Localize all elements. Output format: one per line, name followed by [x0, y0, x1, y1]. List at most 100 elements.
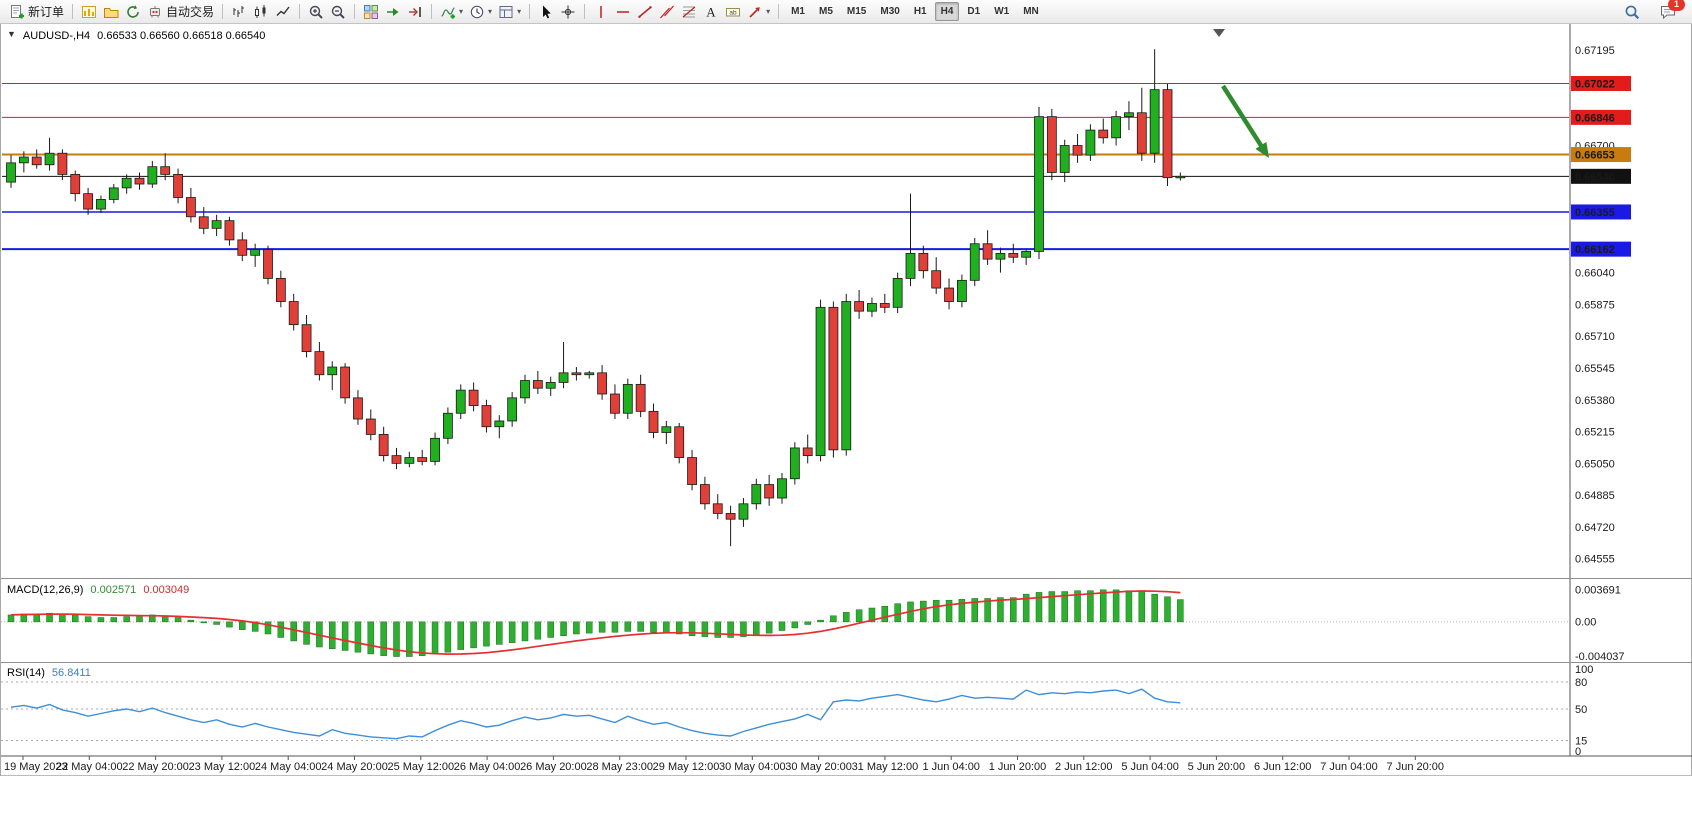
toolbar-separator: [72, 4, 74, 19]
algo-trading-button[interactable]: 自动交易: [144, 1, 217, 23]
timeframe-h4-button[interactable]: H4: [934, 2, 960, 21]
zoom-out-button[interactable]: [327, 1, 349, 23]
timeframe-m1-button[interactable]: M1: [791, 6, 805, 17]
profiles-button[interactable]: [100, 1, 122, 23]
tile-windows-button[interactable]: [360, 1, 382, 23]
candle: [1072, 145, 1083, 156]
trendline-button[interactable]: [634, 1, 656, 23]
quick-trade-caret-icon[interactable]: ▼: [7, 29, 16, 39]
chart-shift-marker-icon[interactable]: [1213, 29, 1225, 37]
cursor-icon: [538, 4, 554, 20]
timeframe-w1-button[interactable]: W1: [994, 6, 1010, 17]
arrows-button[interactable]: ▾: [744, 1, 773, 23]
candle: [147, 166, 158, 185]
new-order-icon: [9, 4, 25, 20]
svg-text:23 May 12:00: 23 May 12:00: [189, 761, 256, 773]
candle: [314, 351, 325, 376]
text-button[interactable]: A: [700, 1, 722, 23]
rsi-pane[interactable]: [1, 681, 1569, 741]
timeframe-m30-button[interactable]: M30: [880, 6, 900, 17]
text-label-button[interactable]: ab: [722, 1, 744, 23]
candle: [1124, 112, 1134, 118]
candle: [173, 173, 183, 198]
rsi-value: 56.8411: [51, 667, 91, 679]
search-button-wrap: [1621, 1, 1643, 23]
timeframe-h1-button[interactable]: H1: [913, 6, 927, 17]
svg-text:ab: ab: [729, 9, 737, 16]
svg-text:5 Jun 04:00: 5 Jun 04:00: [1121, 761, 1179, 773]
candle: [802, 447, 813, 457]
svg-text:7 Jun 20:00: 7 Jun 20:00: [1387, 761, 1445, 773]
candle: [211, 220, 222, 229]
new-order-button[interactable]: 新订单: [6, 1, 67, 23]
arrow-annotation[interactable]: [1221, 84, 1269, 158]
candle: [198, 216, 209, 229]
candle: [160, 166, 171, 175]
line-chart-button[interactable]: [272, 1, 294, 23]
macd-pane[interactable]: [1, 589, 1569, 657]
chart-shift-button[interactable]: [404, 1, 426, 23]
candle: [571, 372, 582, 376]
svg-text:2 Jun 12:00: 2 Jun 12:00: [1055, 761, 1113, 773]
refresh-icon: [125, 4, 141, 20]
timeframe-m15-button[interactable]: M15: [846, 6, 867, 17]
candle: [905, 252, 916, 279]
periods-button[interactable]: ▾: [466, 1, 495, 23]
fibonacci-button[interactable]: [678, 1, 700, 23]
timeframe-d1-button[interactable]: D1: [967, 6, 981, 17]
svg-text:0.66162: 0.66162: [1575, 244, 1615, 256]
zoom-in-button[interactable]: [305, 1, 327, 23]
toolbar-right-group: 1: [1614, 0, 1686, 23]
candle: [44, 152, 55, 166]
candle: [250, 249, 261, 256]
candle: [507, 397, 518, 422]
search-button[interactable]: [1621, 1, 1643, 23]
templates-button[interactable]: ▾: [495, 1, 524, 23]
candle: [468, 389, 479, 406]
timeframe-m5-button[interactable]: M5: [819, 6, 833, 17]
timeframe-mn-button[interactable]: MN: [1023, 6, 1039, 17]
macd-signal-line: [10, 590, 1181, 655]
candle: [1034, 116, 1044, 252]
hline-objects: [2, 82, 1569, 251]
candle: [121, 177, 132, 189]
svg-text:31 May 12:00: 31 May 12:00: [852, 761, 919, 773]
bar-chart-button[interactable]: [228, 1, 250, 23]
macd-name: MACD(12,26,9): [7, 584, 84, 596]
candle: [854, 301, 864, 312]
crosshair-icon: [560, 4, 576, 20]
indicators-button[interactable]: ▾: [437, 1, 466, 23]
candle: [430, 437, 440, 462]
svg-text:28 May 23:00: 28 May 23:00: [586, 761, 653, 773]
new-order-button-label: 新订单: [28, 5, 65, 19]
chart-window[interactable]: 0.67195 0.66700 0.66040 0.65875 0.65710 0.655…: [0, 24, 1692, 776]
svg-text:7 Jun 04:00: 7 Jun 04:00: [1320, 761, 1378, 773]
new-chart-button[interactable]: [78, 1, 100, 23]
line-icon: [275, 4, 291, 20]
candle: [288, 301, 299, 326]
horizontal-line-button[interactable]: [612, 1, 634, 23]
candle: [224, 220, 235, 241]
svg-text:1 Jun 20:00: 1 Jun 20:00: [989, 761, 1047, 773]
autoscroll-button[interactable]: [382, 1, 404, 23]
candle: [764, 484, 775, 499]
chart-canvas[interactable]: 0.671950.667000.660400.658750.657100.655…: [1, 24, 1692, 776]
new-chart-icon: [81, 4, 97, 20]
refresh-button[interactable]: [122, 1, 144, 23]
dropdown-caret-icon: ▾: [488, 6, 493, 16]
price-axis[interactable]: 0.671950.667000.660400.658750.657100.655…: [1571, 45, 1631, 758]
equidistant-channel-button[interactable]: [656, 1, 678, 23]
cursor-button[interactable]: [535, 1, 557, 23]
macd-signal-value: 0.003049: [143, 584, 190, 596]
crosshair-button[interactable]: [557, 1, 579, 23]
price-badge-0.66846: [1571, 109, 1631, 125]
candle: [532, 380, 543, 389]
vertical-line-button[interactable]: [590, 1, 612, 23]
candlestick-chart-button[interactable]: [250, 1, 272, 23]
candle: [494, 420, 505, 428]
candle: [648, 410, 659, 433]
candle: [867, 303, 877, 312]
toolbar-separator: [222, 4, 224, 19]
fibo-icon: [681, 4, 697, 20]
